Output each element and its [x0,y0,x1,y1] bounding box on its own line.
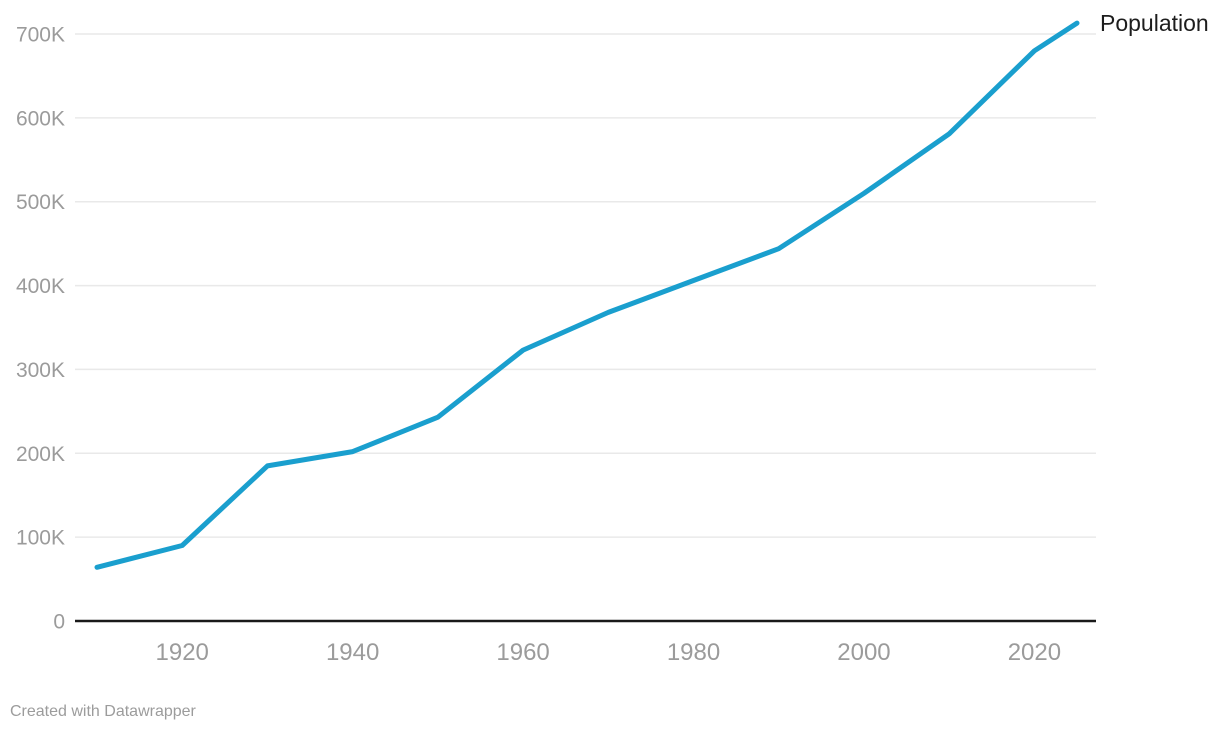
y-tick-label-500K: 500K [16,191,65,214]
y-tick-label-700K: 700K [16,24,65,47]
y-tick-label-300K: 300K [16,359,65,382]
y-tick-label-600K: 600K [16,107,65,130]
x-tick-label-1960: 1960 [496,639,549,666]
x-axis-tick-labels: 1920 1940 1960 1980 2000 2020 [156,639,1062,666]
x-tick-label-1920: 1920 [156,639,209,666]
datawrapper-attribution: Created with Datawrapper [10,703,196,720]
y-tick-label-0: 0 [53,611,65,634]
x-tick-label-1980: 1980 [667,639,720,666]
x-tick-label-2000: 2000 [837,639,890,666]
series-label: Population [1100,10,1209,36]
gridlines [75,33,1096,538]
x-tick-label-2020: 2020 [1008,639,1061,666]
y-tick-label-100K: 100K [16,527,65,550]
y-tick-label-400K: 400K [16,275,65,298]
y-axis-tick-labels: 0 100K 200K 300K 400K 500K 600K 700K [16,24,65,634]
y-tick-label-200K: 200K [16,443,65,466]
population-series-line [94,20,1080,570]
x-tick-label-1940: 1940 [326,639,379,666]
